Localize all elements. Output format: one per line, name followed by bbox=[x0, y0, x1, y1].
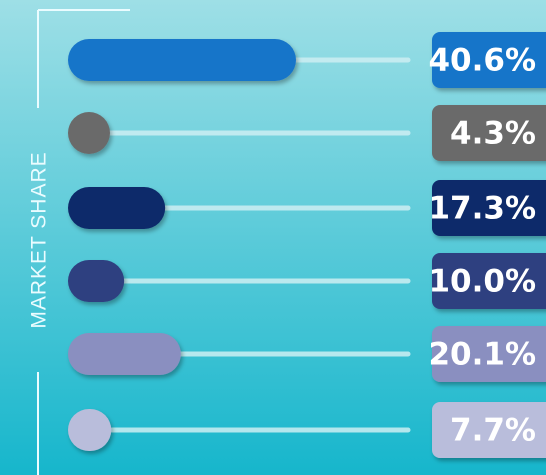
label-box bbox=[432, 180, 546, 236]
value-label: 20.1% bbox=[428, 337, 536, 373]
axis-title: MARKET SHARE bbox=[28, 151, 51, 328]
bar bbox=[68, 409, 112, 451]
label-box bbox=[432, 326, 546, 382]
axis-bracket bbox=[37, 9, 130, 475]
label-box bbox=[432, 402, 546, 458]
bar bbox=[68, 112, 110, 154]
label-box bbox=[432, 253, 546, 309]
value-label: 10.0% bbox=[428, 264, 536, 300]
value-label: 7.7% bbox=[450, 413, 536, 449]
bar bbox=[68, 39, 296, 81]
value-label: 40.6% bbox=[428, 43, 536, 79]
value-label: 4.3% bbox=[450, 116, 536, 152]
bar bbox=[68, 333, 181, 375]
label-box bbox=[432, 32, 546, 88]
label-box bbox=[432, 105, 546, 161]
bar bbox=[68, 187, 166, 229]
value-label: 17.3% bbox=[428, 191, 536, 227]
bar bbox=[68, 260, 125, 302]
